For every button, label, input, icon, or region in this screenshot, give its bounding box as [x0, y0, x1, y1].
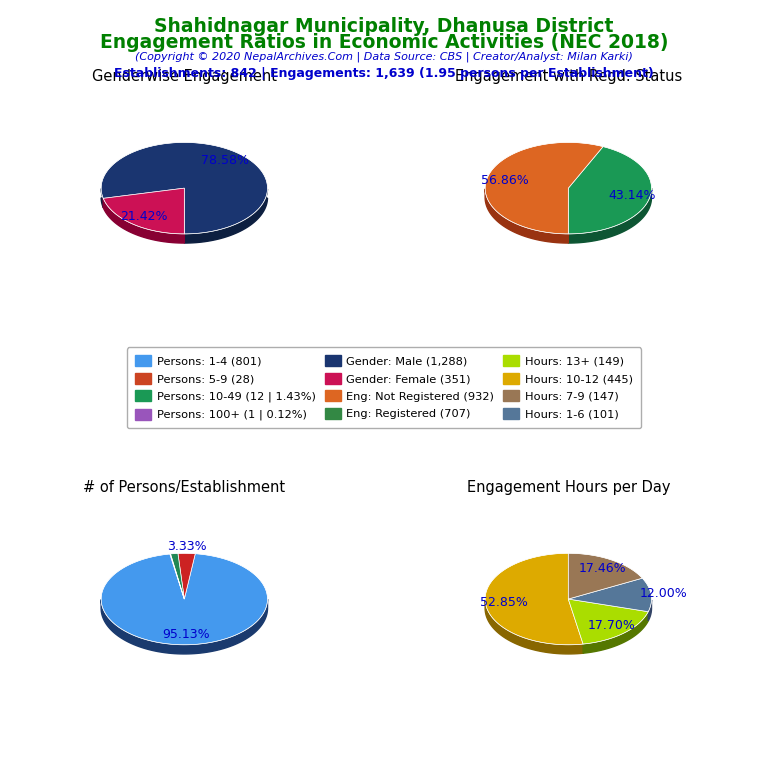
- Polygon shape: [101, 599, 267, 654]
- Polygon shape: [101, 142, 267, 234]
- Text: Shahidnagar Municipality, Dhanusa District: Shahidnagar Municipality, Dhanusa Distri…: [154, 17, 614, 36]
- Polygon shape: [568, 147, 651, 234]
- Text: Engagement Ratios in Economic Activities (NEC 2018): Engagement Ratios in Economic Activities…: [100, 33, 668, 52]
- Polygon shape: [648, 600, 651, 621]
- Text: (Copyright © 2020 NepalArchives.Com | Data Source: CBS | Creator/Analyst: Milan : (Copyright © 2020 NepalArchives.Com | Da…: [135, 51, 633, 62]
- Polygon shape: [568, 553, 642, 599]
- Polygon shape: [568, 578, 651, 611]
- Text: 17.70%: 17.70%: [588, 619, 636, 632]
- Text: Establishments: 842 | Engagements: 1,639 (1.95 persons per Establishment): Establishments: 842 | Engagements: 1,639…: [114, 67, 654, 80]
- Polygon shape: [485, 553, 583, 645]
- Polygon shape: [568, 599, 648, 644]
- Polygon shape: [485, 189, 568, 243]
- Polygon shape: [103, 198, 184, 243]
- Polygon shape: [568, 188, 651, 243]
- Text: 78.58%: 78.58%: [200, 154, 249, 167]
- Polygon shape: [178, 553, 195, 599]
- Text: 17.46%: 17.46%: [578, 562, 626, 575]
- Title: # of Persons/Establishment: # of Persons/Establishment: [83, 480, 286, 495]
- Text: 12.00%: 12.00%: [640, 588, 687, 601]
- Polygon shape: [101, 554, 267, 645]
- Title: Genderwise Engagement: Genderwise Engagement: [92, 69, 276, 84]
- Text: 95.13%: 95.13%: [162, 628, 210, 641]
- Text: 21.42%: 21.42%: [120, 210, 167, 223]
- Polygon shape: [103, 188, 184, 234]
- Polygon shape: [485, 142, 603, 234]
- Polygon shape: [170, 554, 184, 599]
- Text: 43.14%: 43.14%: [608, 189, 655, 202]
- Polygon shape: [485, 600, 583, 654]
- Polygon shape: [101, 189, 267, 243]
- Text: 56.86%: 56.86%: [481, 174, 529, 187]
- Polygon shape: [170, 554, 184, 599]
- Text: 3.33%: 3.33%: [167, 540, 207, 553]
- Text: 52.85%: 52.85%: [480, 596, 528, 609]
- Title: Engagement Hours per Day: Engagement Hours per Day: [467, 480, 670, 495]
- Title: Engagement with Regd. Status: Engagement with Regd. Status: [455, 69, 682, 84]
- Polygon shape: [583, 611, 648, 654]
- Legend: Persons: 1-4 (801), Persons: 5-9 (28), Persons: 10-49 (12 | 1.43%), Persons: 100: Persons: 1-4 (801), Persons: 5-9 (28), P…: [127, 347, 641, 429]
